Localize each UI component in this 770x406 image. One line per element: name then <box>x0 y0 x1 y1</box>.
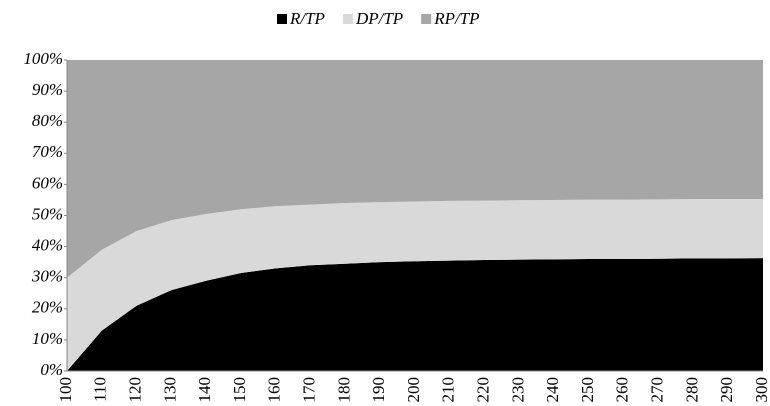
legend-label: DP/TP <box>355 9 403 28</box>
y-tick-label: 70% <box>32 142 63 161</box>
area <box>67 60 763 278</box>
y-tick-label: 80% <box>32 111 63 130</box>
x-tick-label: 230 <box>508 377 527 403</box>
y-tick-label: 90% <box>32 80 63 99</box>
y-tick-label: 0% <box>40 360 63 379</box>
x-tick-label: 120 <box>126 377 145 403</box>
x-tick-label: 220 <box>474 377 493 403</box>
y-tick-label: 20% <box>32 298 63 317</box>
y-tick-label: 40% <box>32 236 63 255</box>
x-tick-label: 260 <box>613 377 632 403</box>
area <box>67 258 763 371</box>
x-tick-label: 290 <box>717 377 736 403</box>
x-tick-label: 250 <box>578 377 597 403</box>
y-tick-label: 50% <box>32 204 63 223</box>
x-tick-label: 240 <box>543 377 562 403</box>
legend-label: RP/TP <box>433 9 479 28</box>
legend-swatch <box>277 14 287 24</box>
legend-swatch <box>421 14 432 24</box>
legend-label: R/TP <box>289 9 325 28</box>
y-tick-label: 10% <box>32 329 63 348</box>
x-tick-label: 110 <box>91 377 110 402</box>
y-tick-label: 30% <box>31 267 63 286</box>
area <box>67 199 763 371</box>
x-tick-label: 180 <box>334 377 353 403</box>
x-tick-label: 210 <box>439 377 458 403</box>
x-tick-label: 300 <box>752 377 770 403</box>
x-tick-label: 140 <box>195 377 214 403</box>
y-tick-label: 60% <box>32 173 63 192</box>
x-tick-label: 280 <box>682 377 701 403</box>
x-tick-label: 130 <box>160 377 179 403</box>
x-tick-label: 170 <box>300 377 319 403</box>
x-tick-label: 150 <box>230 377 249 403</box>
y-tick-label: 100% <box>23 49 63 68</box>
x-tick-label: 190 <box>369 377 388 403</box>
x-tick-label: 100 <box>56 377 75 403</box>
x-tick-label: 270 <box>648 377 667 403</box>
x-tick-label: 160 <box>265 377 284 403</box>
legend-swatch <box>342 14 353 24</box>
x-tick-label: 200 <box>404 377 423 403</box>
